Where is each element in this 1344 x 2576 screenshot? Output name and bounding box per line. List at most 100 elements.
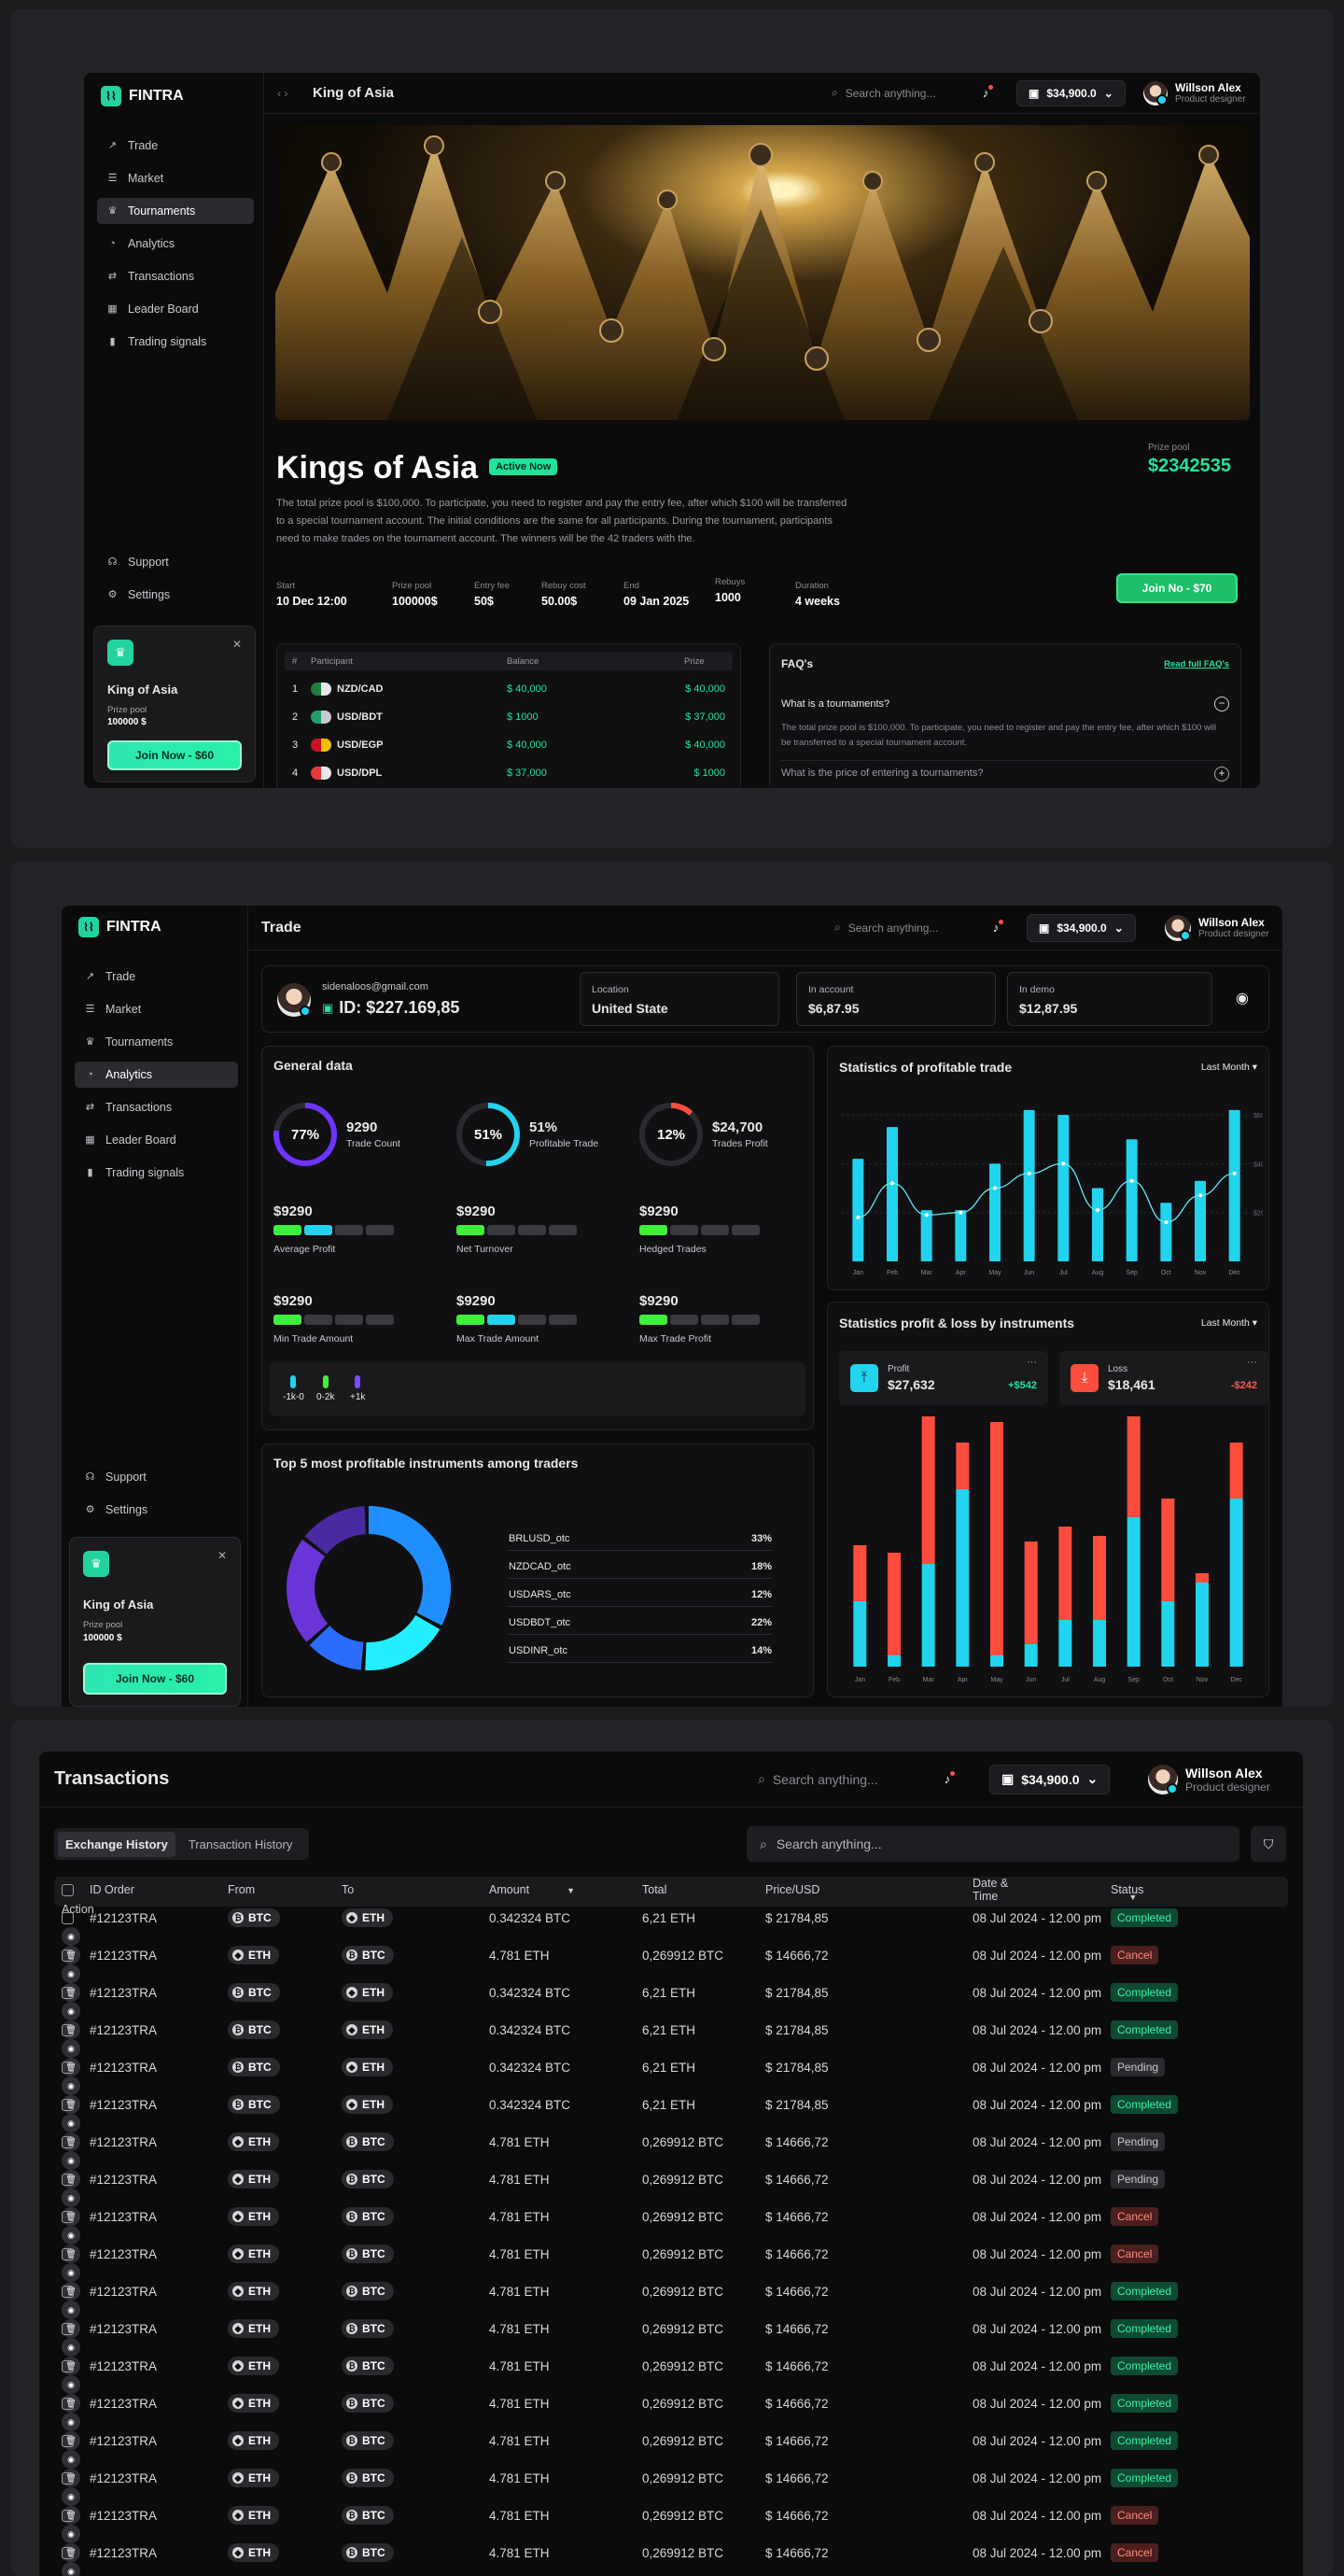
view-eye-icon[interactable]: ◉ (62, 2002, 80, 2020)
row-checkbox[interactable] (62, 1949, 74, 1962)
row-checkbox[interactable] (62, 2359, 74, 2372)
row-checkbox[interactable] (62, 2285, 74, 2298)
sidebar-item-tournaments[interactable]: ♛ Tournaments (75, 1029, 238, 1055)
faq-question[interactable]: What is a tournaments? (781, 698, 890, 710)
delete-trash-icon[interactable]: 🗑 (62, 2170, 80, 2189)
table-row[interactable]: #12123TRA ₿ BTC ◆ ETH 0.342324 BTC 6,21 ETH $ 2… (54, 1908, 1288, 1964)
delete-trash-icon[interactable]: 🗑 (62, 2095, 80, 2114)
table-row[interactable]: #12123TRA ◆ ETH ₿ BTC 4.781 ETH 0,269912 BTC $ … (54, 2282, 1288, 2338)
row-checkbox[interactable] (62, 2322, 74, 2335)
row-checkbox[interactable] (62, 2135, 74, 2148)
sidebar-item-settings[interactable]: ⚙ Settings (75, 1497, 238, 1523)
row-checkbox[interactable] (62, 2173, 74, 2186)
delete-trash-icon[interactable]: 🗑 (62, 2207, 80, 2226)
leaderboard-row[interactable]: 2 USD/BDT $ 1000 $ 37,000 (285, 706, 733, 728)
table-row[interactable]: #12123TRA ◆ ETH ₿ BTC 4.781 ETH 0,269912 BTC $ … (54, 2207, 1288, 2263)
row-checkbox[interactable] (62, 2509, 74, 2522)
delete-trash-icon[interactable]: 🗑 (62, 2245, 80, 2263)
row-checkbox[interactable] (62, 2434, 74, 2447)
delete-trash-icon[interactable]: 🗑 (62, 2431, 80, 2450)
row-checkbox[interactable] (62, 2023, 74, 2036)
sidebar-item-leader-board[interactable]: ▦ Leader Board (75, 1127, 238, 1153)
sidebar-item-trading-signals[interactable]: ▮ Trading signals (75, 1160, 238, 1186)
more-icon[interactable]: ··· (1247, 1357, 1257, 1368)
close-icon[interactable]: ✕ (231, 638, 242, 651)
search-box[interactable]: ⌕ Search anything... (758, 1771, 878, 1787)
row-checkbox[interactable] (62, 2098, 74, 2111)
period-select[interactable]: Last Month ▾ (1201, 1317, 1257, 1329)
wallet-button[interactable]: ▣ $34,900.0 ⌄ (989, 1764, 1111, 1795)
filter-icon[interactable]: ⛉ (1251, 1826, 1286, 1862)
row-checkbox[interactable] (62, 1911, 74, 1924)
logo[interactable]: ⌇⌇ FINTRA (101, 86, 184, 106)
view-eye-icon[interactable]: ◉ (62, 2263, 80, 2282)
table-row[interactable]: #12123TRA ◆ ETH ₿ BTC 4.781 ETH 0,269912 BTC $ … (54, 2133, 1288, 2189)
logo[interactable]: ⌇⌇ FINTRA (78, 917, 161, 937)
expand-icon[interactable]: + (1214, 767, 1229, 781)
view-eye-icon[interactable]: ◉ (62, 2189, 80, 2207)
sidebar-item-analytics[interactable]: ◔ Analytics (75, 1062, 238, 1088)
collapse-icon[interactable]: − (1214, 697, 1229, 711)
delete-trash-icon[interactable]: 🗑 (62, 1946, 80, 1964)
table-row[interactable]: #12123TRA ₿ BTC ◆ ETH 0.342324 BTC 6,21 ETH $ 2… (54, 1983, 1288, 2039)
view-eye-icon[interactable]: ◉ (62, 2450, 80, 2469)
delete-trash-icon[interactable]: 🗑 (62, 1983, 80, 2002)
bell-icon[interactable]: ♪ (975, 83, 996, 104)
view-eye-icon[interactable]: ◉ (62, 2226, 80, 2245)
sidebar-item-support[interactable]: ☊ Support (75, 1464, 238, 1490)
sidebar-item-support[interactable]: ☊ Support (97, 549, 254, 575)
bell-icon[interactable]: ♪ (937, 1769, 958, 1790)
delete-trash-icon[interactable]: 🗑 (62, 2020, 80, 2039)
wallet-button[interactable]: ▣ $34,900.0 ⌄ (1016, 79, 1126, 106)
row-checkbox[interactable] (62, 1986, 74, 1999)
row-checkbox[interactable] (62, 2247, 74, 2260)
delete-trash-icon[interactable]: 🗑 (62, 2058, 80, 2076)
view-eye-icon[interactable]: ◉ (62, 2338, 80, 2357)
table-row[interactable]: #12123TRA ₿ BTC ◆ ETH 0.342324 BTC 6,21 ETH $ 2… (54, 2095, 1288, 2151)
delete-trash-icon[interactable]: 🗑 (62, 2394, 80, 2413)
table-row[interactable]: #12123TRA ₿ BTC ◆ ETH 0.342324 BTC 6,21 ETH $ 2… (54, 2058, 1288, 2114)
sidebar-item-transactions[interactable]: ⇄ Transactions (75, 1094, 238, 1120)
view-eye-icon[interactable]: ◉ (62, 2114, 80, 2133)
user-menu[interactable]: Willson Alex Product designer (1148, 1764, 1270, 1795)
search-box[interactable]: ⌕ Search anything... (834, 921, 938, 935)
leaderboard-row[interactable]: 3 USD/EGP $ 40,000 $ 40,000 (285, 734, 733, 756)
period-select[interactable]: Last Month ▾ (1201, 1062, 1257, 1073)
join-button[interactable]: Join No - $70 (1116, 573, 1238, 603)
view-eye-icon[interactable]: ◉ (62, 2562, 80, 2576)
view-eye-icon[interactable]: ◉ (62, 1964, 80, 1983)
sidebar-item-trading-signals[interactable]: ▮ Trading signals (97, 329, 254, 355)
promo-join-button[interactable]: Join Now - $60 (107, 740, 242, 770)
view-eye-icon[interactable]: ◉ (62, 2413, 80, 2431)
select-all-checkbox[interactable] (62, 1883, 74, 1896)
leaderboard-row[interactable]: 4 USD/DPL $ 37,000 $ 1000 (285, 762, 733, 784)
eye-icon[interactable]: ◉ (1236, 991, 1249, 1006)
sidebar-item-tournaments[interactable]: ♛ Tournaments (97, 198, 254, 224)
table-row[interactable]: #12123TRA ◆ ETH ₿ BTC 4.781 ETH 0,269912 BTC $ … (54, 2170, 1288, 2226)
wallet-button[interactable]: ▣ $34,900.0 ⌄ (1027, 913, 1136, 942)
table-row[interactable]: #12123TRA ◆ ETH ₿ BTC 4.781 ETH 0,269912 BTC $ … (54, 2543, 1288, 2576)
faq-read-all-link[interactable]: Read full FAQ's (1164, 659, 1229, 669)
view-eye-icon[interactable]: ◉ (62, 1927, 80, 1946)
row-checkbox[interactable] (62, 2397, 74, 2410)
sidebar-item-market[interactable]: ☰ Market (97, 165, 254, 191)
delete-trash-icon[interactable]: 🗑 (62, 2469, 80, 2487)
table-row[interactable]: #12123TRA ◆ ETH ₿ BTC 4.781 ETH 0,269912 BTC $ … (54, 2245, 1288, 2301)
tab-transaction-history[interactable]: Transaction History (188, 1837, 293, 1851)
view-eye-icon[interactable]: ◉ (62, 2039, 80, 2058)
delete-trash-icon[interactable]: 🗑 (62, 2506, 80, 2525)
view-eye-icon[interactable]: ◉ (62, 2151, 80, 2170)
delete-trash-icon[interactable]: 🗑 (62, 2282, 80, 2301)
table-row[interactable]: #12123TRA ₿ BTC ◆ ETH 0.342324 BTC 6,21 ETH $ 2… (54, 2020, 1288, 2076)
sidebar-item-transactions[interactable]: ⇄ Transactions (97, 263, 254, 289)
sidebar-item-leader-board[interactable]: ▦ Leader Board (97, 296, 254, 322)
column-header[interactable]: Date & Time ▼ (973, 1877, 1137, 1903)
table-row[interactable]: #12123TRA ◆ ETH ₿ BTC 4.781 ETH 0,269912 BTC $ … (54, 1946, 1288, 2002)
table-row[interactable]: #12123TRA ◆ ETH ₿ BTC 4.781 ETH 0,269912 BTC $ … (54, 2357, 1288, 2413)
table-row[interactable]: #12123TRA ◆ ETH ₿ BTC 4.781 ETH 0,269912 BTC $ … (54, 2506, 1288, 2562)
view-eye-icon[interactable]: ◉ (62, 2076, 80, 2095)
table-row[interactable]: #12123TRA ◆ ETH ₿ BTC 4.781 ETH 0,269912 BTC $ … (54, 2319, 1288, 2375)
sidebar-item-analytics[interactable]: ◔ Analytics (97, 231, 254, 257)
more-icon[interactable]: ··· (1027, 1357, 1037, 1368)
bell-icon[interactable]: ♪ (986, 918, 1006, 938)
